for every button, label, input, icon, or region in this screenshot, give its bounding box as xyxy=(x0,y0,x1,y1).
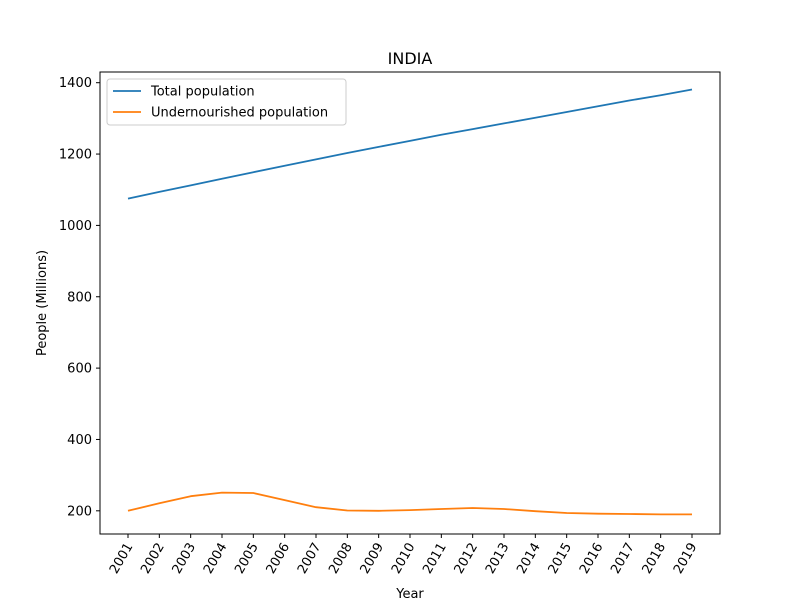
y-tick-label: 800 xyxy=(67,290,92,305)
x-tick-label: 2002 xyxy=(138,541,168,577)
legend-box xyxy=(106,78,347,126)
y-tick-label: 1200 xyxy=(59,148,92,163)
x-tick-label: 2017 xyxy=(608,541,638,577)
x-tick-label: 2003 xyxy=(170,541,200,577)
legend: Total population Undernourished populatio… xyxy=(106,78,347,126)
y-tick-label: 600 xyxy=(67,362,92,377)
chart-title: INDIA xyxy=(388,49,433,68)
y-axis: 200 400 600 800 1000 1200 1400 xyxy=(59,76,100,519)
x-tick-label: 2013 xyxy=(483,541,513,577)
y-tick-label: 400 xyxy=(67,433,92,448)
x-tick-label: 2011 xyxy=(420,541,450,577)
x-tick-label: 2016 xyxy=(577,541,607,577)
x-tick-label: 2005 xyxy=(232,541,262,577)
x-tick-label: 2012 xyxy=(452,541,482,577)
series-line-undernourished-population xyxy=(127,491,692,516)
x-tick-label: 2001 xyxy=(107,541,137,577)
x-tick-label: 2009 xyxy=(358,541,388,577)
y-axis-label: People (Millions) xyxy=(35,250,50,356)
x-tick-label: 2010 xyxy=(389,541,419,577)
x-tick-label: 2015 xyxy=(546,541,576,577)
x-tick-label: 2008 xyxy=(326,541,356,577)
y-tick-label: 1400 xyxy=(59,76,92,91)
x-axis-label: Year xyxy=(395,587,424,600)
legend-label: Total population xyxy=(150,85,255,100)
x-tick-label: 2019 xyxy=(671,541,701,577)
y-tick-label: 200 xyxy=(67,504,92,519)
x-tick-label: 2014 xyxy=(514,541,544,577)
x-tick-label: 2018 xyxy=(640,541,670,577)
x-axis: 2001 2002 2003 2004 2005 2006 2007 2008 2009 2010… xyxy=(107,534,701,577)
x-tick-label: 2007 xyxy=(295,541,325,577)
series-line-total-population xyxy=(127,88,693,200)
series-layer xyxy=(127,88,693,516)
x-tick-label: 2004 xyxy=(201,541,231,577)
legend-label: Undernourished population xyxy=(151,106,328,121)
x-tick-label: 2006 xyxy=(264,541,294,577)
y-tick-label: 1000 xyxy=(59,219,92,234)
